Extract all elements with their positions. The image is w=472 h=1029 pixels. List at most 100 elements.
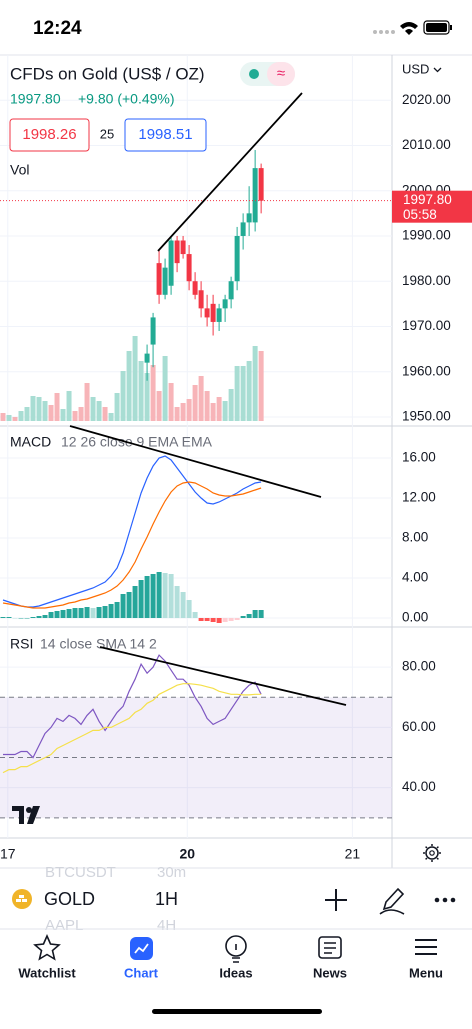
volume-bar	[198, 376, 204, 421]
indicator-line	[2, 455, 262, 608]
x-tick-label: 17	[0, 846, 16, 862]
trend-line[interactable]	[99, 646, 347, 706]
y-tick-label: 40.00	[402, 779, 436, 794]
y-tick-label: 1950.00	[402, 409, 451, 424]
tab-menu[interactable]: Menu	[409, 939, 443, 980]
macd-params: 12 26 close 9 EMA EMA	[61, 434, 213, 450]
tab-watchlist[interactable]: Watchlist	[18, 934, 76, 980]
histogram-bar	[258, 610, 264, 618]
spread: 25	[100, 126, 114, 141]
status-icons	[373, 20, 452, 35]
candle-body	[234, 235, 240, 282]
symbol-button[interactable]: GOLD	[44, 889, 95, 909]
volume-bar	[18, 411, 24, 421]
histogram-bar	[144, 576, 150, 618]
countdown-label: 05:58	[403, 207, 437, 222]
histogram-bar	[90, 608, 96, 618]
volume-bar	[138, 361, 144, 421]
histogram-bar	[66, 609, 72, 618]
volume-bar	[234, 366, 240, 421]
gold-icon	[12, 889, 32, 909]
histogram-bar	[180, 592, 186, 618]
candle-body	[186, 254, 192, 282]
candle-body	[168, 240, 174, 286]
status-pill[interactable]: ≈	[240, 62, 295, 86]
tab-ideas[interactable]: Ideas	[219, 935, 253, 980]
histogram-bar	[42, 615, 48, 618]
y-tick-label: 16.00	[402, 450, 436, 465]
histogram-bar	[60, 610, 66, 618]
histogram-bar	[150, 574, 156, 618]
logo	[12, 806, 40, 824]
interval-button[interactable]: 1H	[155, 889, 178, 909]
histogram-bar	[162, 573, 168, 618]
candle-body	[252, 168, 258, 223]
histogram-bar	[78, 608, 84, 618]
tab-label: Menu	[409, 965, 443, 980]
more-button[interactable]	[434, 897, 456, 903]
volume-bar	[126, 351, 132, 421]
histogram-bar	[168, 574, 174, 618]
ghost-interval: 4H	[157, 917, 176, 934]
volume-bar	[42, 401, 48, 421]
ask-box[interactable]	[124, 118, 207, 152]
currency[interactable]: USD	[402, 61, 429, 76]
candle-body	[204, 308, 210, 318]
candle-body	[246, 213, 252, 223]
home-indicator	[152, 1009, 322, 1014]
volume-bar	[78, 407, 84, 421]
last-price: 1997.80	[10, 91, 61, 107]
tab-chart[interactable]: Chart	[124, 937, 159, 980]
histogram-bar	[138, 580, 144, 618]
candle-body	[222, 299, 228, 309]
histogram-bar	[204, 618, 210, 621]
histogram-bar	[240, 616, 246, 618]
add-button[interactable]	[325, 889, 347, 911]
volume-bar	[132, 336, 138, 421]
volume-bar	[12, 417, 18, 421]
volume-bar	[246, 361, 252, 421]
volume-bar	[222, 401, 228, 421]
histogram-bar	[72, 608, 78, 618]
volume-bar	[96, 401, 102, 421]
draw-button[interactable]	[379, 887, 405, 915]
settings-icon[interactable]	[423, 844, 441, 862]
volume-bar	[180, 403, 186, 421]
tab-news[interactable]: News	[313, 936, 347, 980]
volume-label: Vol	[10, 162, 29, 178]
y-tick-label: 1980.00	[402, 273, 451, 288]
candle-body	[174, 240, 180, 264]
histogram-bar	[84, 607, 90, 618]
histogram-bar	[174, 586, 180, 618]
tab-label: Watchlist	[18, 965, 76, 980]
y-tick-label: 12.00	[402, 490, 436, 505]
histogram-bar	[24, 618, 30, 619]
histogram-bar	[210, 618, 216, 622]
volume-bar	[72, 411, 78, 421]
histogram-bar	[54, 611, 60, 618]
trend-line[interactable]	[69, 425, 322, 498]
volume-bar	[156, 391, 162, 421]
volume-bar	[102, 407, 108, 421]
trend-line[interactable]	[157, 92, 303, 252]
volume-bar	[6, 415, 12, 421]
histogram-bar	[252, 610, 258, 618]
volume-bar	[30, 396, 36, 421]
volume-bar	[162, 356, 168, 421]
ghost-symbol: AAPL	[45, 917, 83, 934]
bid-box[interactable]	[9, 118, 90, 152]
histogram-bar	[108, 604, 114, 618]
bid-price: 1998.26	[22, 126, 76, 143]
svg-text:≈: ≈	[277, 65, 285, 82]
price-change: +9.80 (+0.49%)	[78, 91, 175, 107]
volume-bar	[36, 397, 42, 421]
candle-body	[216, 308, 222, 322]
histogram-bar	[234, 618, 240, 620]
y-tick-label: 1990.00	[402, 228, 451, 243]
histogram-bar	[102, 606, 108, 618]
histogram-bar	[126, 592, 132, 618]
volume-bar	[228, 389, 234, 421]
ask-price: 1998.51	[138, 126, 192, 143]
volume-bar	[120, 371, 126, 421]
ghost-symbol: BTCUSDT	[45, 864, 116, 881]
